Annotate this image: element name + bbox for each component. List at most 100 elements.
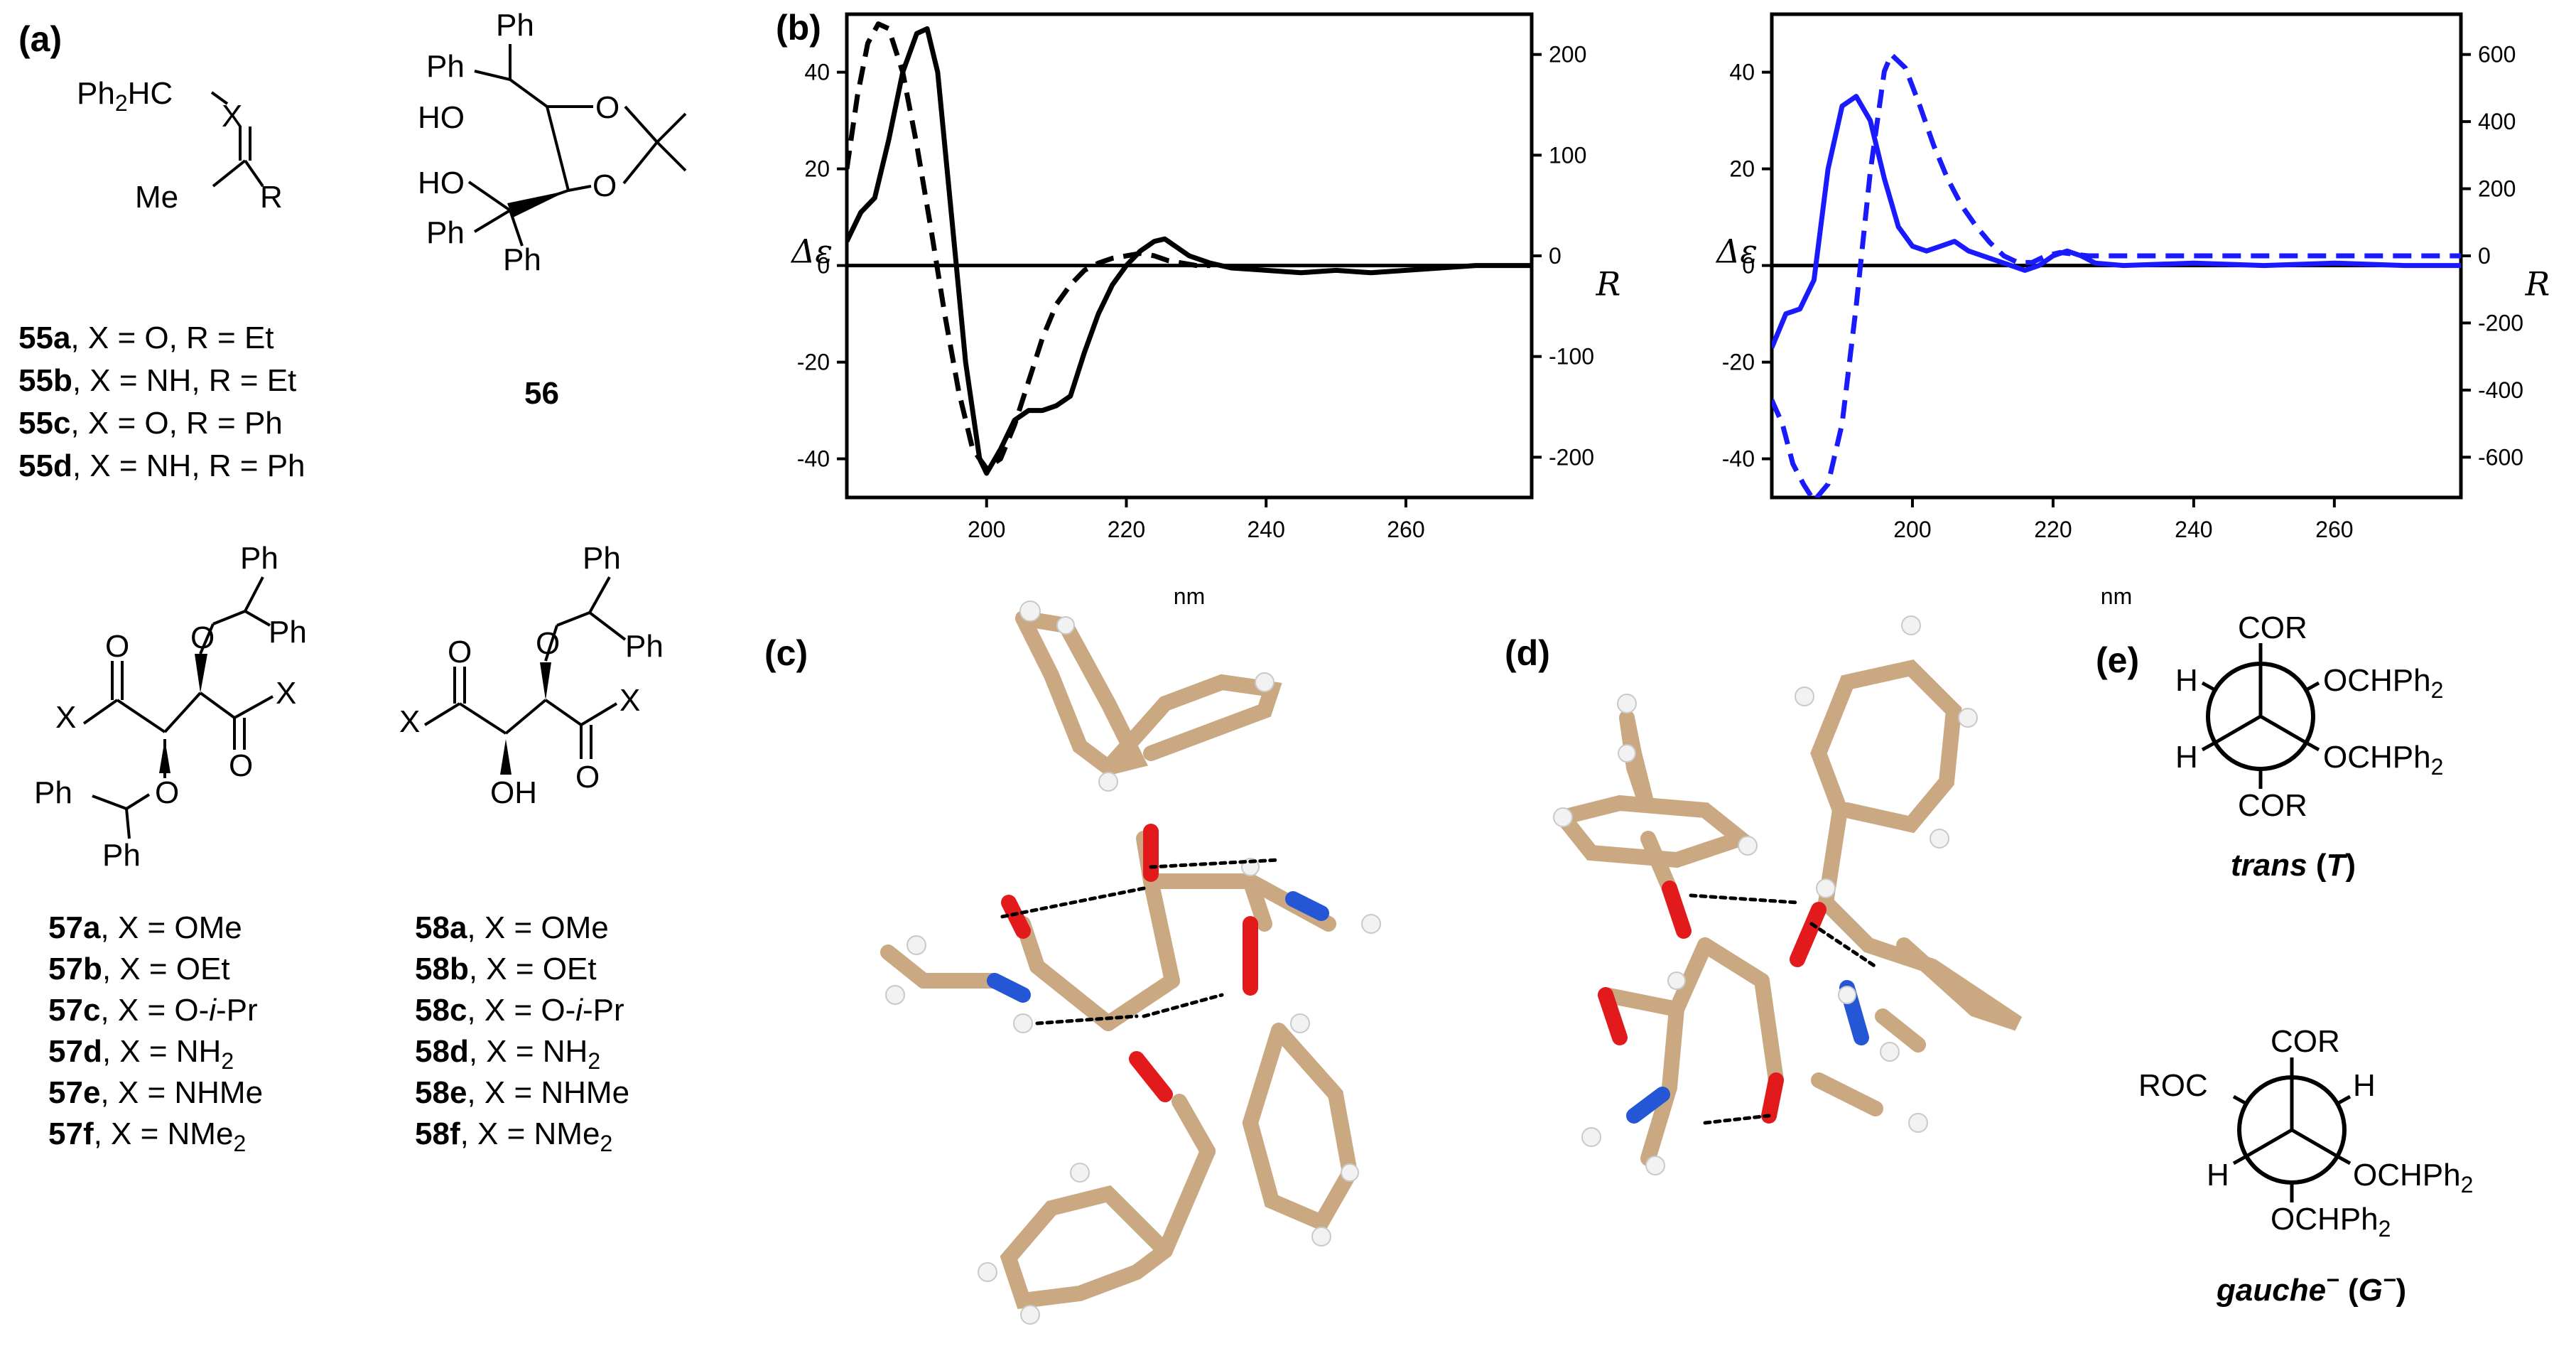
y-tick-label: -40 bbox=[1722, 446, 1755, 472]
compound-55-list: 55a, X = O, R = Et 55b, X = NH, R = Et 5… bbox=[18, 321, 305, 483]
ph-label: Ph bbox=[34, 775, 72, 810]
trans-och-right2: OCHPh2 bbox=[2323, 740, 2443, 780]
y2-tick-label: 0 bbox=[1549, 243, 1562, 269]
x-tick-label: 260 bbox=[2315, 517, 2353, 542]
panel-label-d: (d) bbox=[1505, 633, 1550, 673]
y-tick-label: -20 bbox=[797, 350, 830, 375]
molecular-model-c bbox=[880, 601, 1381, 1325]
dashed-series-line bbox=[847, 21, 1211, 471]
ph-label: Ph bbox=[426, 215, 465, 250]
ph-label: Ph bbox=[583, 541, 621, 576]
y-tick-label: -20 bbox=[1722, 350, 1755, 375]
x-tick-label: 260 bbox=[1387, 517, 1424, 542]
wedge-bond bbox=[195, 654, 207, 693]
x-label: X bbox=[619, 683, 640, 718]
wedge-bond bbox=[540, 662, 551, 700]
x-label: X bbox=[399, 704, 420, 739]
panel-label-b: (b) bbox=[776, 8, 821, 48]
gauche-roc-left: ROC bbox=[2138, 1068, 2208, 1103]
y2-tick-label: -200 bbox=[2478, 310, 2523, 335]
row-57e: 57e, X = NHMe bbox=[48, 1075, 263, 1110]
y-tick-label: 0 bbox=[1742, 253, 1755, 279]
dashed-series-line bbox=[1772, 52, 2461, 497]
gauche-h-left: H bbox=[2207, 1158, 2229, 1192]
compound-58-list: 58a, X = OMe 58b, X = OEt 58c, X = O-i-P… bbox=[415, 910, 629, 1156]
o-label: O bbox=[448, 635, 472, 669]
x-tick-label: 220 bbox=[1108, 517, 1145, 542]
trans-h-left2: H bbox=[2175, 740, 2198, 775]
y-tick-label: 40 bbox=[804, 60, 830, 85]
compound-57-list: 57a, X = OMe 57b, X = OEt 57c, X = O-i-P… bbox=[48, 910, 263, 1156]
cd-chart-right: 200 220 240 260-40-2002040-600-400-20002004… bbox=[1715, 12, 2550, 609]
row-57f: 57f, X = NMe2 bbox=[48, 1116, 246, 1156]
wedge-bond bbox=[500, 739, 512, 775]
gauche-h-right: H bbox=[2353, 1068, 2376, 1103]
row-58e: 58e, X = NHMe bbox=[415, 1075, 629, 1110]
y2-tick-label: -200 bbox=[1549, 444, 1594, 470]
trans-och-right: OCHPh2 bbox=[2323, 663, 2443, 703]
ph-label: Ph bbox=[503, 242, 541, 277]
y2-tick-label: 100 bbox=[1549, 142, 1586, 168]
y2-tick-label: 200 bbox=[1549, 42, 1586, 68]
x-tick-label: 220 bbox=[2034, 517, 2072, 542]
x-tick-label: 200 bbox=[968, 517, 1005, 542]
solid-series-line bbox=[847, 26, 1532, 476]
methyl-label: Me bbox=[135, 180, 178, 215]
compound-56-structure bbox=[467, 44, 687, 247]
newman-trans bbox=[2201, 643, 2320, 789]
x-axis-label: nm bbox=[1174, 583, 1205, 609]
y2-axis-label: R bbox=[2525, 265, 2550, 303]
compound-56-label: 56 bbox=[524, 376, 559, 411]
trans-cor-bottom: COR bbox=[2238, 788, 2307, 823]
gauche-och-right: OCHPh2 bbox=[2353, 1158, 2473, 1197]
y2-tick-label: -100 bbox=[1549, 344, 1594, 370]
row-55a: 55a, X = O, R = Et bbox=[18, 321, 274, 355]
y-tick-label: 40 bbox=[1729, 60, 1755, 85]
y2-tick-label: 600 bbox=[2478, 42, 2516, 68]
wedge-bond bbox=[159, 739, 171, 773]
o-label: O bbox=[105, 629, 129, 664]
y2-tick-label: 0 bbox=[2478, 243, 2491, 269]
ho-label: HO bbox=[418, 100, 465, 135]
oh-label: OH bbox=[490, 775, 537, 810]
o-label: O bbox=[229, 748, 253, 783]
o-label: O bbox=[592, 168, 617, 203]
row-57b: 57b, X = OEt bbox=[48, 952, 230, 986]
x-label: X bbox=[276, 676, 296, 711]
ph-label: Ph bbox=[102, 838, 141, 873]
ph-label: Ph bbox=[496, 8, 534, 43]
gauche-caption: gauche− (G−) bbox=[2216, 1267, 2406, 1308]
panel-label-e: (e) bbox=[2096, 640, 2139, 680]
x-tick-label: 200 bbox=[1893, 517, 1931, 542]
row-57a: 57a, X = OMe bbox=[48, 910, 242, 945]
panel-label-a: (a) bbox=[18, 19, 62, 59]
trans-cor-top: COR bbox=[2238, 610, 2307, 645]
o-label: O bbox=[595, 90, 619, 125]
gauche-och-bottom: OCHPh2 bbox=[2271, 1202, 2391, 1242]
y-axis-label: Δε bbox=[1715, 232, 1758, 271]
row-57d: 57d, X = NH2 bbox=[48, 1034, 234, 1074]
ph-label: Ph bbox=[240, 541, 278, 576]
ph-label: Ph bbox=[269, 615, 307, 650]
atom-x-label: X bbox=[222, 99, 242, 134]
y2-tick-label: 200 bbox=[2478, 176, 2516, 202]
ph-label: Ph bbox=[426, 49, 465, 84]
y2-tick-label: -400 bbox=[2478, 377, 2523, 403]
o-label: O bbox=[536, 626, 560, 661]
r-group-label: R bbox=[260, 180, 283, 215]
row-58f: 58f, X = NMe2 bbox=[415, 1116, 612, 1156]
y2-tick-label: 400 bbox=[2478, 109, 2516, 134]
newman-gauche bbox=[2232, 1057, 2352, 1202]
wedge-bond bbox=[507, 190, 568, 217]
row-58a: 58a, X = OMe bbox=[415, 910, 609, 945]
y2-axis-label: R bbox=[1596, 265, 1621, 303]
o-label: O bbox=[190, 620, 215, 655]
row-58d: 58d, X = NH2 bbox=[415, 1034, 600, 1074]
compound-57-structure bbox=[82, 576, 274, 839]
ho-label: HO bbox=[418, 166, 465, 200]
row-58b: 58b, X = OEt bbox=[415, 952, 597, 986]
compound-55-structure bbox=[210, 91, 264, 188]
y-tick-label: 20 bbox=[1729, 156, 1755, 182]
y-tick-label: -40 bbox=[797, 446, 830, 472]
